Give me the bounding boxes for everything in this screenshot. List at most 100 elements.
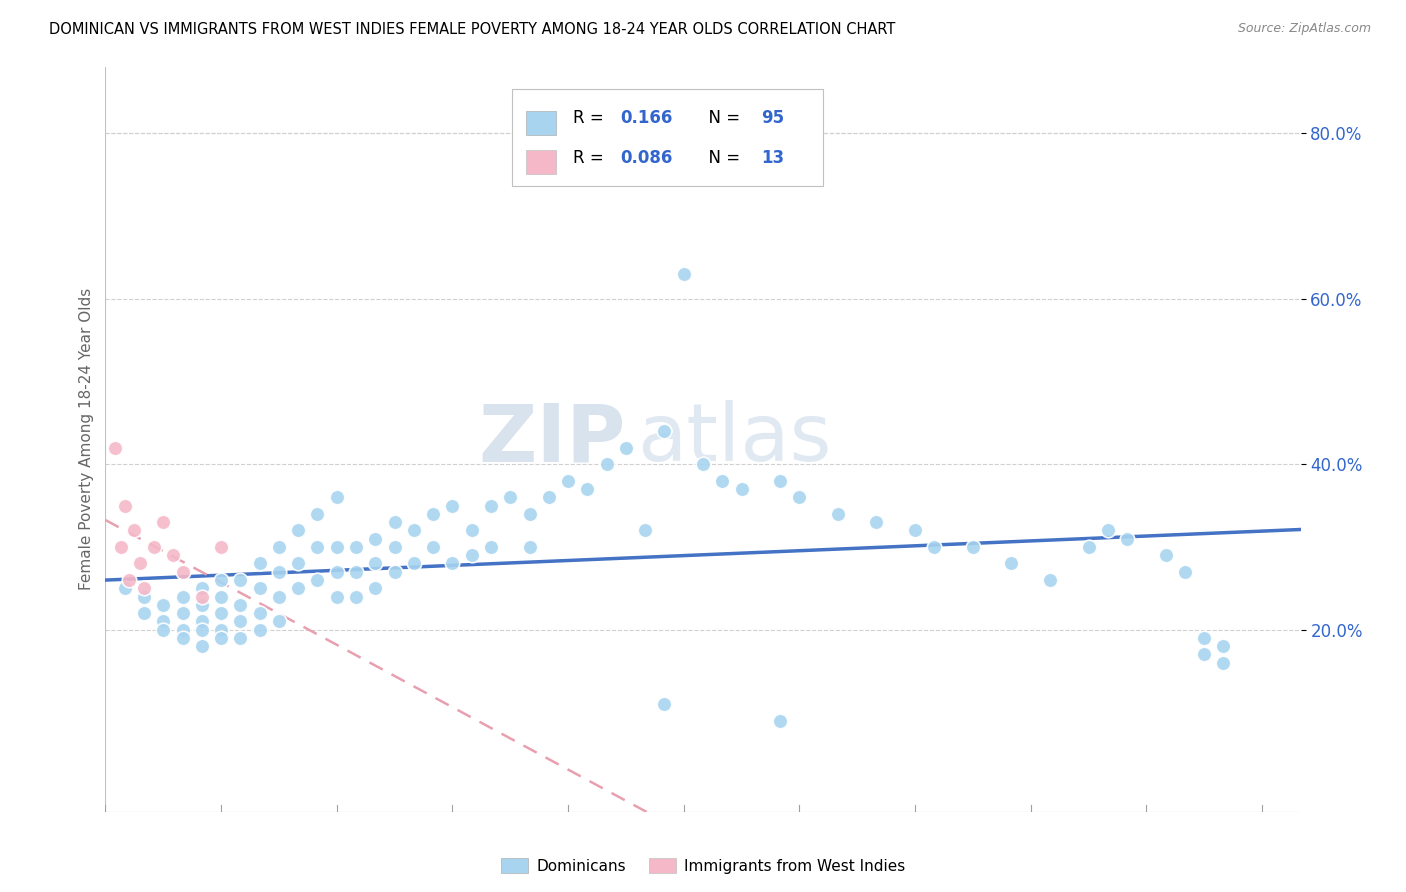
Point: [249, 606, 271, 620]
Point: [384, 565, 406, 579]
Point: [267, 615, 290, 629]
Point: [789, 490, 811, 504]
Point: [209, 631, 232, 645]
Point: [191, 623, 214, 637]
Point: [557, 474, 579, 488]
Text: atlas: atlas: [637, 401, 831, 478]
Point: [519, 507, 541, 521]
Point: [730, 482, 752, 496]
Point: [865, 515, 887, 529]
Point: [364, 557, 387, 571]
Point: [479, 499, 502, 513]
Text: DOMINICAN VS IMMIGRANTS FROM WEST INDIES FEMALE POVERTY AMONG 18-24 YEAR OLDS CO: DOMINICAN VS IMMIGRANTS FROM WEST INDIES…: [49, 22, 896, 37]
Point: [267, 540, 290, 554]
Point: [191, 598, 214, 612]
Point: [595, 457, 617, 471]
Point: [191, 590, 214, 604]
Point: [402, 524, 425, 538]
Point: [1154, 548, 1177, 562]
Point: [326, 565, 349, 579]
Point: [132, 606, 155, 620]
Point: [1000, 557, 1022, 571]
Point: [479, 540, 502, 554]
Point: [152, 598, 174, 612]
Point: [614, 441, 637, 455]
Point: [124, 524, 146, 538]
Point: [537, 490, 560, 504]
Point: [1174, 565, 1197, 579]
Point: [267, 565, 290, 579]
Text: N =: N =: [699, 109, 745, 127]
Point: [229, 573, 252, 587]
Point: [114, 582, 136, 596]
Point: [152, 615, 174, 629]
Point: [191, 615, 214, 629]
Point: [441, 557, 464, 571]
Point: [344, 590, 367, 604]
Point: [191, 582, 214, 596]
Point: [654, 697, 676, 711]
Text: 0.166: 0.166: [620, 109, 673, 127]
Point: [1212, 639, 1234, 653]
Point: [249, 582, 271, 596]
Text: ZIP: ZIP: [478, 401, 626, 478]
Point: [499, 490, 522, 504]
Point: [364, 532, 387, 546]
Point: [152, 623, 174, 637]
Point: [114, 499, 136, 513]
Point: [129, 557, 152, 571]
Point: [827, 507, 849, 521]
Point: [576, 482, 599, 496]
Point: [162, 548, 184, 562]
Point: [229, 631, 252, 645]
Point: [326, 540, 349, 554]
Text: 13: 13: [762, 149, 785, 167]
Point: [1116, 532, 1139, 546]
Text: 0.086: 0.086: [620, 149, 673, 167]
Point: [460, 524, 482, 538]
Point: [191, 639, 214, 653]
Point: [519, 540, 541, 554]
Point: [1097, 524, 1119, 538]
Point: [769, 714, 792, 728]
Point: [287, 557, 309, 571]
Point: [402, 557, 425, 571]
Point: [172, 623, 194, 637]
Point: [441, 499, 464, 513]
Point: [229, 615, 252, 629]
Point: [172, 606, 194, 620]
Point: [229, 598, 252, 612]
Point: [117, 573, 139, 587]
Point: [172, 631, 194, 645]
Text: Source: ZipAtlas.com: Source: ZipAtlas.com: [1237, 22, 1371, 36]
Point: [249, 557, 271, 571]
Point: [110, 540, 132, 554]
Point: [172, 590, 194, 604]
Text: N =: N =: [699, 149, 745, 167]
Point: [326, 590, 349, 604]
Point: [209, 606, 232, 620]
Point: [307, 507, 329, 521]
Point: [384, 540, 406, 554]
Point: [692, 457, 714, 471]
Point: [307, 573, 329, 587]
Point: [267, 590, 290, 604]
Point: [1039, 573, 1062, 587]
Point: [344, 565, 367, 579]
FancyBboxPatch shape: [526, 112, 555, 136]
Point: [209, 540, 232, 554]
Y-axis label: Female Poverty Among 18-24 Year Olds: Female Poverty Among 18-24 Year Olds: [79, 288, 94, 591]
Point: [904, 524, 927, 538]
Point: [634, 524, 657, 538]
Point: [1212, 656, 1234, 670]
Point: [142, 540, 165, 554]
Legend: Dominicans, Immigrants from West Indies: Dominicans, Immigrants from West Indies: [495, 852, 911, 880]
FancyBboxPatch shape: [512, 89, 823, 186]
Point: [344, 540, 367, 554]
Point: [1077, 540, 1099, 554]
Point: [1192, 648, 1215, 662]
Point: [104, 441, 127, 455]
FancyBboxPatch shape: [526, 150, 555, 174]
Text: R =: R =: [572, 149, 609, 167]
Point: [132, 582, 155, 596]
